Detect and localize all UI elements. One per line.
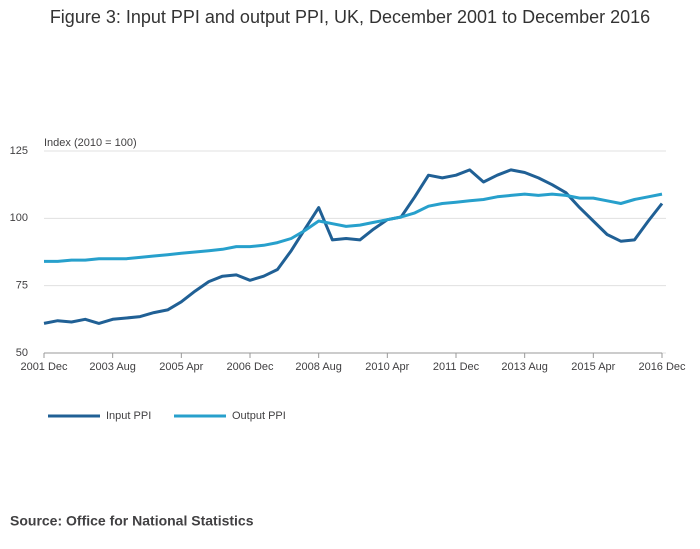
chart-title: Figure 3: Input PPI and output PPI, UK, … [50,7,650,27]
y-tick-label: 50 [16,347,28,359]
x-tick-label: 2013 Aug [501,361,548,373]
x-tick-label: 2016 Dec [638,361,686,373]
x-tick-label: 2015 Apr [571,361,615,373]
x-tick-label: 2006 Dec [226,361,274,373]
y-tick-label: 75 [16,280,28,292]
x-tick-label: 2008 Aug [295,361,342,373]
x-tick-label: 2001 Dec [20,361,68,373]
legend-label: Output PPI [232,410,286,422]
legend-label: Input PPI [106,410,151,422]
source: Source: Office for National Statistics [10,513,254,529]
x-tick-label: 2003 Aug [89,361,136,373]
y-axis-label: Index (2010 = 100) [44,137,137,149]
x-tick-label: 2010 Apr [365,361,409,373]
x-tick-label: 2005 Apr [159,361,203,373]
y-tick-label: 125 [10,145,28,157]
y-tick-label: 100 [10,212,28,224]
x-tick-label: 2011 Dec [433,361,480,373]
line [44,192,663,263]
line [43,168,664,325]
